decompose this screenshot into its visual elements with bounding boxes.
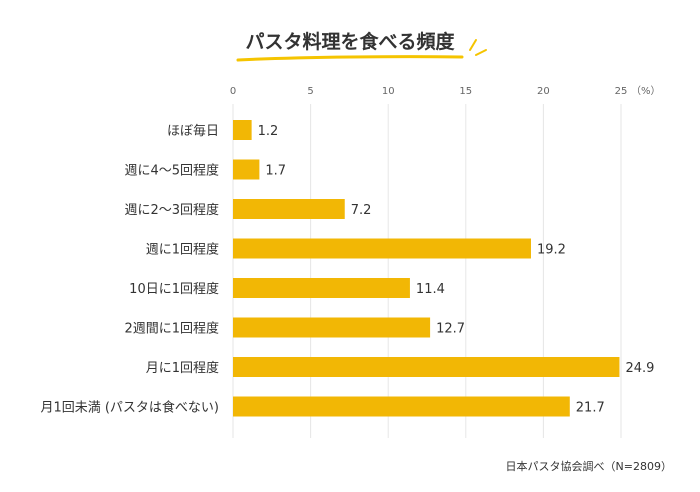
category-label: 週に2〜3回程度 (124, 202, 219, 218)
x-tick-label: 20 (537, 86, 550, 97)
value-label: 11.4 (416, 282, 445, 297)
value-label: 19.2 (537, 243, 566, 258)
x-tick-label: 0 (230, 86, 236, 97)
bars (233, 120, 620, 417)
value-label: 1.2 (258, 124, 279, 139)
value-label: 1.7 (265, 164, 286, 179)
bar (233, 357, 620, 377)
grid-layer (232, 104, 622, 438)
source-note: 日本パスタ協会調べ（N=2809） (505, 460, 672, 473)
bar (233, 278, 410, 298)
chart-title-group: パスタ料理を食べる頻度 (236, 30, 487, 62)
bar (233, 199, 345, 219)
bar (233, 159, 260, 180)
value-label: 7.2 (351, 203, 372, 218)
bar (233, 317, 431, 338)
x-tick-labels: 0 5 10 15 20 25 （%） (230, 85, 661, 97)
x-tick-label: 5 (307, 86, 313, 97)
x-tick-label: 15 (459, 86, 472, 97)
x-tick-label: 10 (382, 86, 395, 97)
value-label: 12.7 (436, 322, 465, 337)
chart-title: パスタ料理を食べる頻度 (245, 30, 455, 53)
category-label: 10日に1回程度 (129, 281, 219, 297)
x-axis-unit: （%） (631, 85, 661, 97)
bar (233, 238, 531, 259)
value-labels: 1.2 1.7 7.2 19.2 11.4 12.7 24.9 21.7 (258, 124, 655, 416)
category-label: ほぼ毎日 (167, 123, 219, 139)
value-label: 24.9 (625, 361, 654, 376)
category-label: 2週間に1回程度 (124, 321, 219, 337)
value-label: 21.7 (576, 401, 605, 416)
category-label: 月に1回程度 (146, 360, 219, 376)
title-accent (469, 39, 487, 56)
category-label: 週に4〜5回程度 (124, 163, 219, 179)
bar (233, 120, 252, 140)
category-label: 月1回未満 (パスタは食べない) (40, 400, 219, 416)
title-underline (236, 55, 464, 62)
category-label: 週に1回程度 (146, 242, 219, 258)
x-tick-label: 25 (615, 86, 628, 97)
bar (233, 396, 570, 417)
